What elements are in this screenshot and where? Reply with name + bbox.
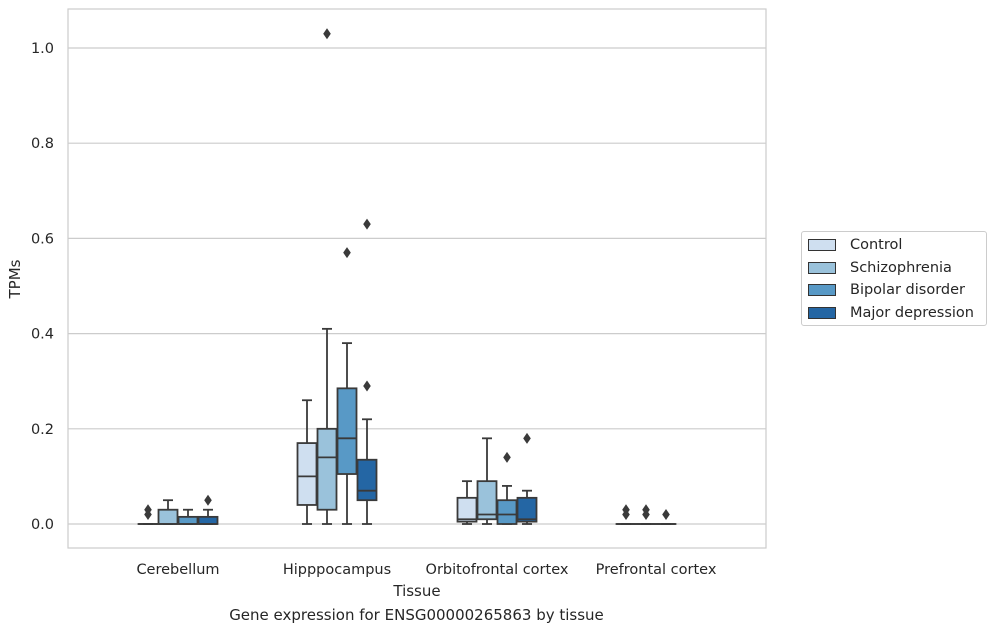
legend-swatch-control [808, 239, 836, 251]
outlier-point [523, 432, 531, 444]
box-rect [456, 496, 478, 523]
box-major-depression [356, 218, 378, 525]
y-tick-label: 0.4 [31, 327, 54, 343]
box-control [137, 504, 159, 525]
box-bipolar-disorder [336, 247, 358, 525]
legend-label-schizophrenia: Schizophrenia [850, 260, 952, 276]
outlier-point [363, 218, 371, 230]
box-control [296, 399, 318, 525]
legend-swatch-schizophrenia [808, 262, 836, 274]
x-tick-labels: Cerebellum Hipppocampus Orbitofrontal cort… [136, 562, 716, 578]
y-tick-label: 0.8 [31, 136, 54, 152]
y-tick-label: 0.6 [31, 231, 54, 247]
legend: Control Schizophrenia Bipolar disorder M… [801, 231, 987, 326]
x-axis-label: Tissue [392, 582, 440, 600]
box-major-depression [197, 494, 219, 525]
box-schizophrenia [635, 504, 657, 525]
box-bipolar-disorder [655, 508, 677, 525]
box-bipolar-disorder [177, 508, 199, 525]
x-tick-label: Prefrontal cortex [596, 562, 717, 578]
outlier-point [204, 494, 212, 506]
plot-frame [67, 8, 767, 549]
box-rect [476, 480, 498, 521]
legend-item-schizophrenia: Schizophrenia [808, 259, 952, 277]
legend-item-major-depression: Major depression [808, 304, 974, 322]
box-rect [296, 442, 318, 506]
box-schizophrenia [316, 28, 338, 525]
y-axis-label: TPMs [6, 259, 24, 299]
box-schizophrenia [476, 437, 498, 525]
box-control [456, 480, 478, 525]
box-rect [496, 499, 518, 525]
legend-label-bipolar-disorder: Bipolar disorder [850, 282, 965, 298]
outlier-point [503, 451, 511, 463]
box-schizophrenia [157, 499, 179, 525]
box-rect [177, 515, 199, 525]
legend-swatch-bipolar-disorder [808, 284, 836, 296]
grid-lines [68, 47, 766, 525]
box-rect [157, 508, 179, 525]
legend-item-control: Control [808, 236, 902, 254]
box-bipolar-disorder [496, 451, 518, 525]
figure-caption: Gene expression for ENSG00000265863 by t… [229, 606, 604, 624]
box-major-depression [516, 432, 538, 525]
x-tick-label: Orbitofrontal cortex [426, 562, 569, 578]
y-tick-label: 0.2 [31, 422, 54, 438]
outlier-point [343, 247, 351, 259]
box-rect [516, 496, 538, 523]
outlier-point [622, 504, 630, 516]
y-tick-labels: 0.0 0.2 0.4 0.6 0.8 1.0 [31, 41, 54, 533]
x-tick-label: Hipppocampus [283, 562, 391, 578]
legend-item-bipolar-disorder: Bipolar disorder [808, 281, 965, 299]
box-rect [336, 387, 358, 475]
legend-label-control: Control [850, 237, 903, 253]
box-rect [356, 458, 378, 502]
box-rect [197, 515, 219, 525]
y-tick-label: 0.0 [31, 517, 54, 533]
outlier-point [323, 28, 331, 40]
legend-label-major-depression: Major depression [850, 305, 974, 321]
outlier-point [642, 504, 650, 516]
boxes-layer [137, 28, 677, 525]
outlier-point [363, 380, 371, 392]
box-control [615, 504, 637, 525]
x-tick-label: Cerebellum [136, 562, 219, 578]
outlier-point [662, 508, 670, 520]
y-tick-label: 1.0 [31, 41, 54, 57]
box-rect [316, 427, 338, 511]
legend-swatch-major-depression [808, 307, 836, 319]
outlier-point [144, 504, 152, 516]
